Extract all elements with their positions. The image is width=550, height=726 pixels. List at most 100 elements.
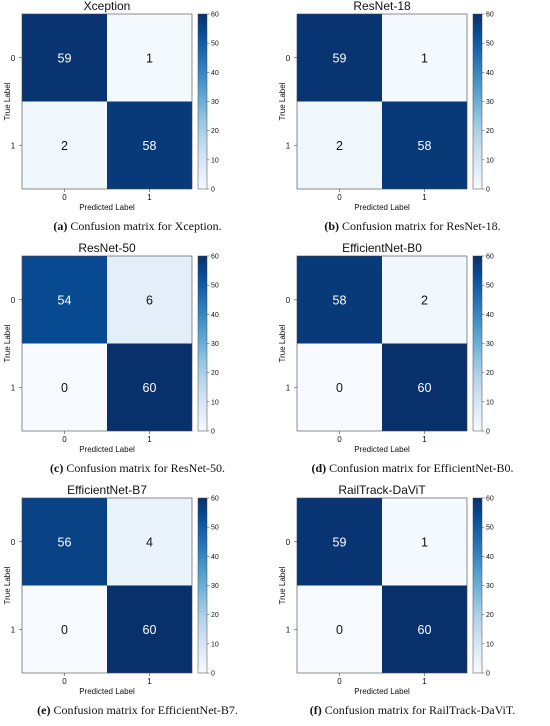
colorbar-tick-label: 40	[486, 554, 494, 561]
colorbar-tick-label: 10	[211, 157, 219, 164]
heatmap-cell	[107, 256, 192, 344]
x-tick-label: 0	[62, 435, 67, 444]
cell-value-label: 56	[58, 535, 72, 549]
x-tick-label: 0	[62, 677, 67, 686]
x-tick-label: 1	[147, 193, 152, 202]
colorbar-tick-label: 40	[211, 554, 219, 561]
y-tick-label: 1	[286, 383, 291, 392]
cell-value-label: 59	[333, 535, 347, 549]
cell-value-label: 0	[336, 623, 343, 637]
cell-value-label: 59	[58, 51, 72, 65]
caption-text: Confusion matrix for Xception.	[67, 219, 222, 233]
colorbar-tick-label: 50	[486, 283, 494, 290]
heatmap-cell	[22, 498, 107, 586]
heatmap-cell	[107, 14, 192, 102]
cell-value-label: 54	[58, 293, 72, 307]
cell-value-label: 0	[61, 381, 68, 395]
heatmap-cell	[297, 343, 382, 431]
caption-text: Confusion matrix for EfficientNet-B7.	[50, 703, 238, 717]
colorbar-tick-label: 40	[486, 70, 494, 77]
figure-caption: (e) Confusion matrix for EfficientNet-B7…	[0, 703, 275, 718]
x-tick-label: 1	[422, 435, 427, 444]
caption-tag: (f)	[309, 703, 322, 717]
colorbar-tick-label: 30	[486, 99, 494, 106]
chart-title: Xception	[84, 0, 131, 13]
colorbar-tick-label: 10	[486, 399, 494, 406]
heatmap-cell	[297, 101, 382, 189]
colorbar-tick-label: 20	[211, 612, 219, 619]
colorbar-tick-label: 0	[211, 429, 215, 436]
colorbar-tick-label: 20	[211, 128, 219, 135]
cell-value-label: 2	[61, 139, 68, 153]
cell-value-label: 60	[418, 381, 432, 395]
heatmap-frame	[21, 13, 193, 190]
figure-caption: (d) Confusion matrix for EfficientNet-B0…	[275, 461, 550, 476]
figure-caption: (b) Confusion matrix for ResNet-18.	[275, 219, 550, 234]
x-tick-label: 0	[337, 435, 342, 444]
colorbar-tick-label: 50	[211, 525, 219, 532]
colorbar-tick-label: 60	[486, 12, 494, 19]
colorbar-tick-label: 40	[211, 70, 219, 77]
caption-tag: (b)	[324, 219, 339, 233]
cell-value-label: 1	[146, 51, 153, 65]
caption-tag: (e)	[37, 703, 51, 717]
colorbar-tick-label: 0	[486, 187, 490, 194]
cell-value-label: 2	[336, 139, 343, 153]
x-tick-label: 1	[147, 677, 152, 686]
colorbar-tick-label: 0	[486, 429, 490, 436]
cell-value-label: 2	[421, 293, 428, 307]
colorbar	[472, 13, 483, 190]
chart-title: EfficientNet-B7	[67, 483, 147, 497]
cell-value-label: 58	[143, 139, 157, 153]
colorbar-tick-label: 30	[211, 341, 219, 348]
heatmap-cell	[297, 498, 382, 586]
y-tick-label: 0	[11, 538, 16, 547]
x-axis-label: Predicted Label	[79, 203, 135, 212]
caption-text: Confusion matrix for RailTrack-DaViT.	[321, 703, 516, 717]
y-tick-label: 0	[11, 296, 16, 305]
x-axis-label: Predicted Label	[354, 687, 410, 696]
colorbar-tick-label: 50	[486, 525, 494, 532]
colorbar-tick-label: 10	[486, 157, 494, 164]
cell-value-label: 59	[333, 51, 347, 65]
confusion-matrix-panel: Xception 59 1 2 58 0 1 0 1 Predicted Label True La…	[0, 0, 275, 242]
chart-title: EfficientNet-B0	[342, 241, 422, 255]
figure-caption: (c) Confusion matrix for ResNet-50.	[0, 461, 275, 476]
colorbar-tick-label: 0	[211, 671, 215, 678]
colorbar	[197, 13, 208, 190]
heatmap-cell	[22, 14, 107, 102]
figure-caption: (a) Confusion matrix for Xception.	[0, 219, 275, 234]
cell-value-label: 1	[421, 535, 428, 549]
x-tick-label: 0	[62, 193, 67, 202]
colorbar-tick-label: 20	[211, 370, 219, 377]
heatmap-frame	[21, 255, 193, 432]
x-axis-label: Predicted Label	[354, 445, 410, 454]
y-tick-label: 0	[286, 296, 291, 305]
heatmap-cell	[382, 585, 467, 673]
colorbar-tick-label: 40	[486, 312, 494, 319]
confusion-matrix-panel: EfficientNet-B7 56 4 0 60 0 1 0 1 Predicted Label…	[0, 483, 275, 726]
colorbar-tick-label: 20	[486, 612, 494, 619]
cell-value-label: 60	[418, 623, 432, 637]
cell-value-label: 60	[143, 623, 157, 637]
confusion-matrix-panel: EfficientNet-B0 58 2 0 60 0 1 0 1 Predicted Label…	[275, 241, 550, 484]
heatmap-frame	[21, 497, 193, 674]
caption-text: Confusion matrix for EfficientNet-B0.	[326, 461, 514, 475]
cell-value-label: 1	[421, 51, 428, 65]
colorbar-tick-label: 50	[211, 283, 219, 290]
y-tick-label: 1	[11, 141, 16, 150]
cell-value-label: 60	[143, 381, 157, 395]
caption-tag: (a)	[53, 219, 68, 233]
heatmap-cell	[107, 585, 192, 673]
colorbar-tick-label: 60	[486, 496, 494, 503]
y-axis-label: True Label	[3, 82, 12, 120]
heatmap-cell	[22, 585, 107, 673]
caption-text: Confusion matrix for ResNet-50.	[63, 461, 225, 475]
heatmap-frame	[296, 255, 468, 432]
cell-value-label: 58	[333, 293, 347, 307]
x-tick-label: 1	[147, 435, 152, 444]
x-tick-label: 1	[422, 677, 427, 686]
confusion-matrix-panel: ResNet-18 59 1 2 58 0 1 0 1 Predicted Label True L…	[275, 0, 550, 242]
heatmap-cell	[297, 256, 382, 344]
